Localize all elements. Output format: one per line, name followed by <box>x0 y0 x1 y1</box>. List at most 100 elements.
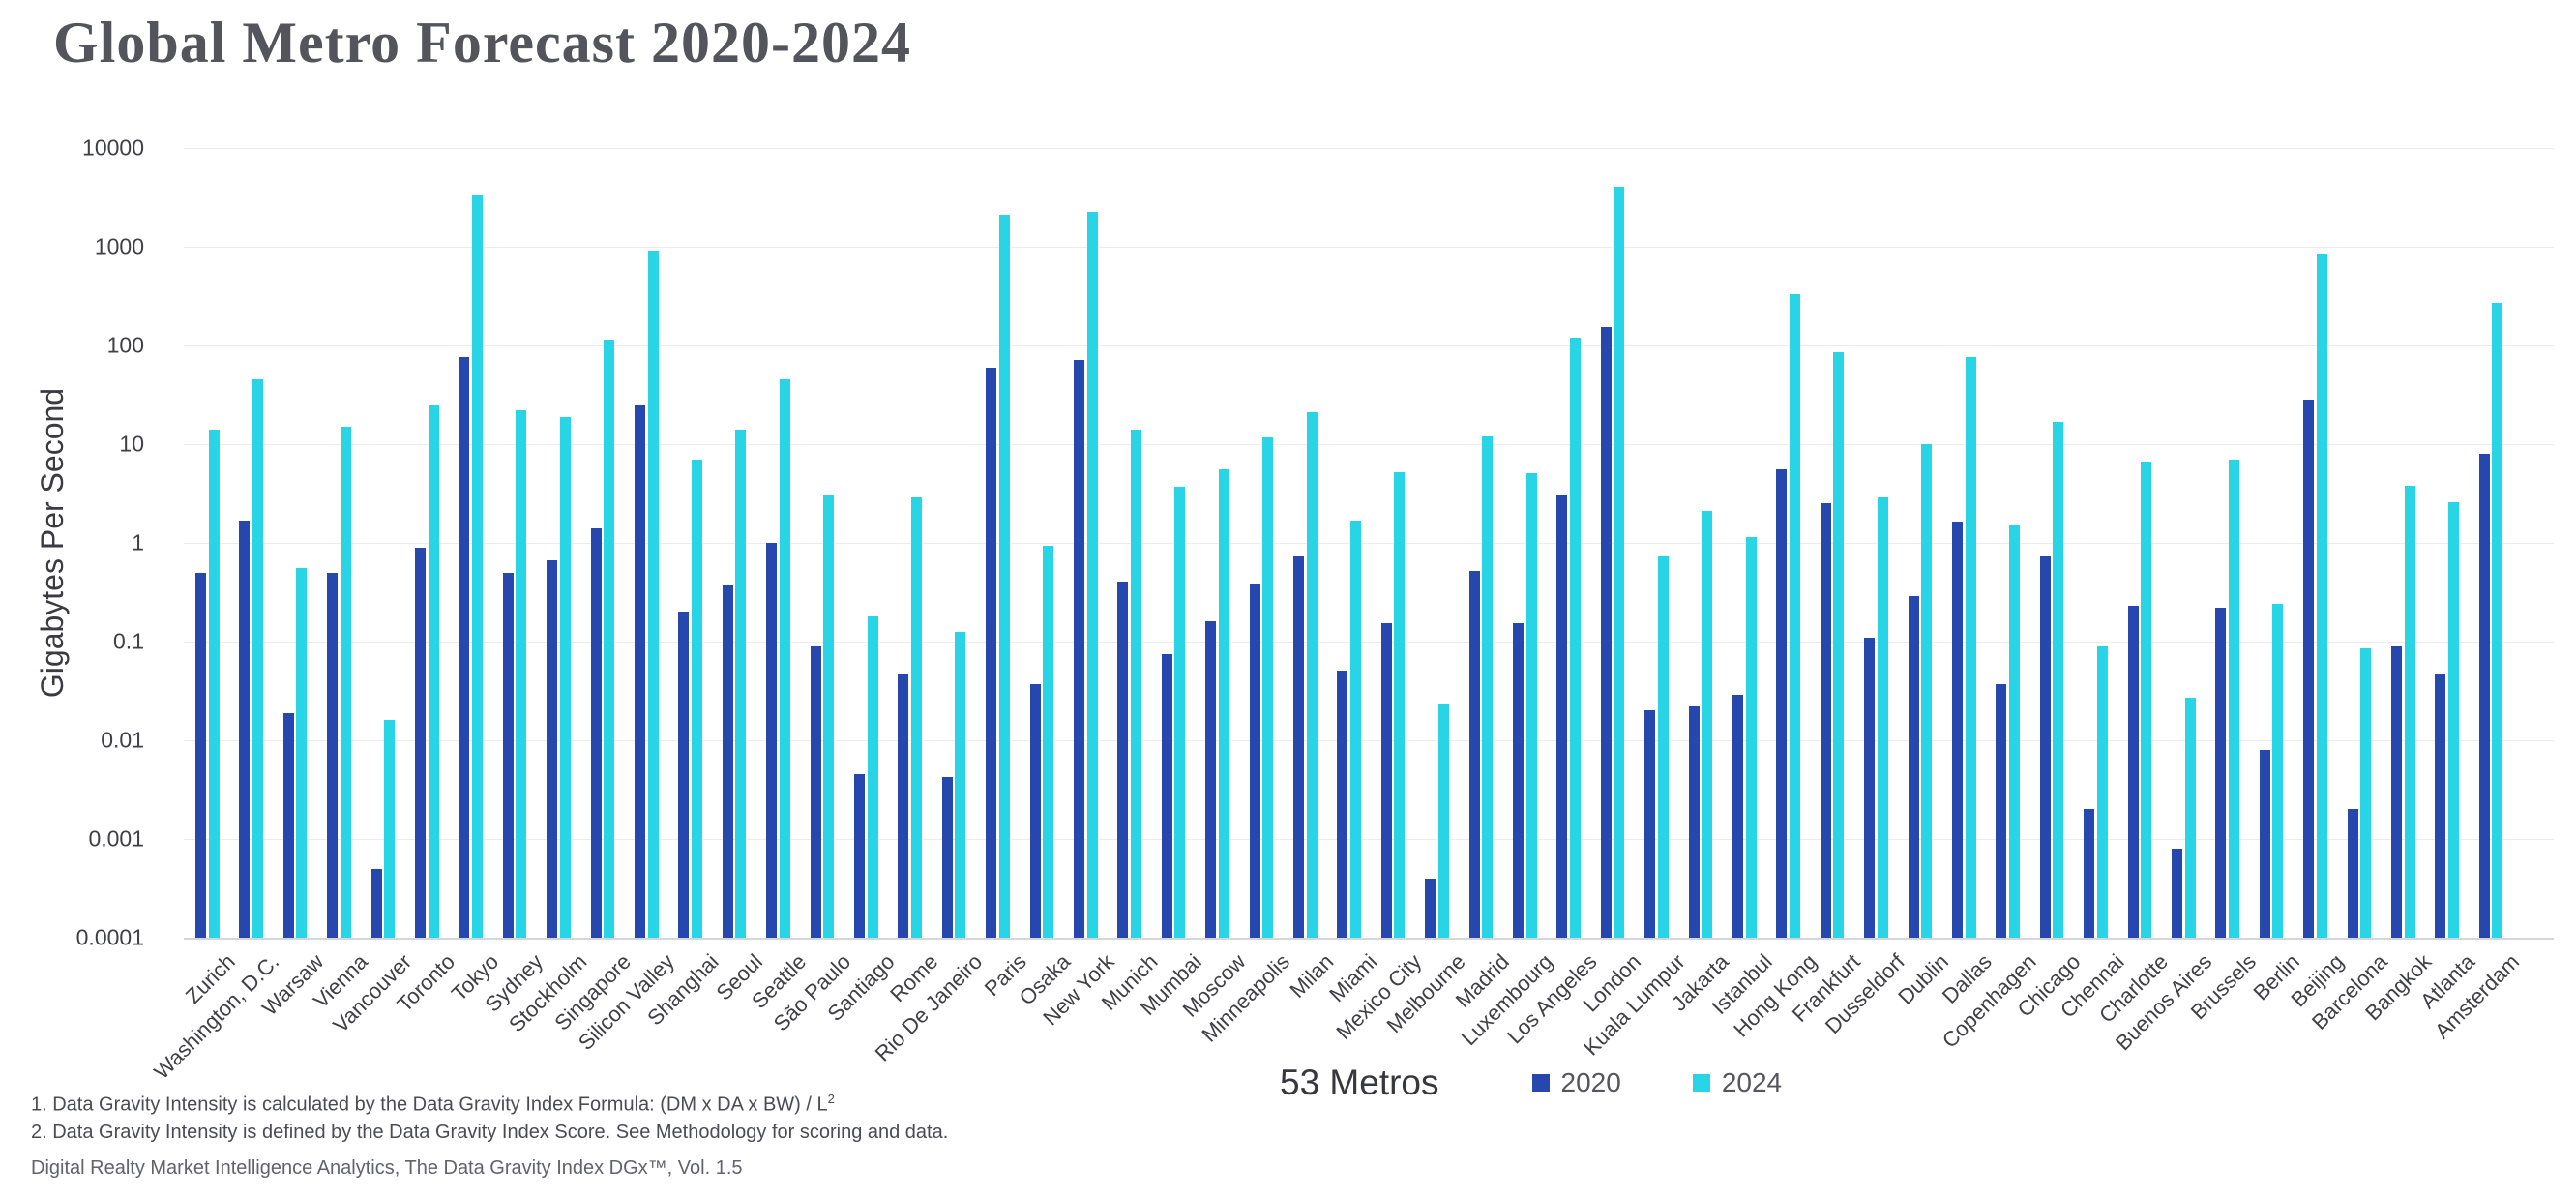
bar-2020-charlotte <box>2127 606 2139 938</box>
bar-2024-vienna <box>340 427 351 938</box>
bar-2024-dallas <box>1965 356 1976 938</box>
bar-2020-kuala-lumpur <box>1644 710 1656 938</box>
bar-2020-hong-kong <box>1776 469 1788 938</box>
bar-2024-chennai <box>2096 645 2108 938</box>
bar-2024-s-o-paulo <box>823 494 835 938</box>
bar-2024-dublin <box>1921 444 1933 938</box>
bar-2024-toronto <box>428 405 439 938</box>
plot-area: 10000 1000 100 10 1 0.1 0.01 0.001 0.0001 Zurich W… <box>76 135 2554 1084</box>
footnote-2: 2. Data Gravity Intensity is defined by … <box>31 1121 949 1143</box>
page-title: Global Metro Forecast 2020-2024 <box>53 11 911 75</box>
gridline-1000 <box>184 247 2554 248</box>
y-tick-0.001: 0.001 <box>88 825 144 852</box>
bar-2020-silicon-valley <box>635 405 645 938</box>
bar-2024-bangkok <box>2404 485 2415 938</box>
bar-2024-chicago <box>2053 421 2064 938</box>
gridline-100 <box>184 345 2554 346</box>
source-attribution: Digital Realty Market Intelligence Analy… <box>31 1157 743 1179</box>
bar-2024-jakarta <box>1702 511 1713 938</box>
bar-2024-shanghai <box>691 459 702 938</box>
bar-2024-berlin <box>2272 604 2284 938</box>
bar-2020-frankfurt <box>1820 503 1831 938</box>
bar-2024-munich <box>1130 430 1141 938</box>
bar-2020-atlanta <box>2435 674 2446 938</box>
bar-2020-madrid <box>1468 570 1480 938</box>
bar-2020-buenos-aires <box>2172 848 2182 938</box>
legend: 53 Metros 2020 2024 <box>1280 1063 1853 1103</box>
y-axis-label: Gigabytes Per Second <box>35 387 70 699</box>
bar-2020-s-o-paulo <box>810 645 821 938</box>
bar-2020-osaka <box>1029 684 1041 938</box>
footnotes: 1. Data Gravity Intensity is calculated … <box>31 1086 948 1146</box>
bar-2024-zurich <box>208 430 220 938</box>
bar-2020-moscow <box>1205 621 1217 938</box>
bar-2020-barcelona <box>2347 809 2358 938</box>
bar-2024-osaka <box>1043 546 1054 938</box>
bar-2020-dublin <box>1908 595 1919 938</box>
bar-2024-melbourne <box>1437 704 1449 938</box>
bar-2020-new-york <box>1074 359 1084 938</box>
bar-2024-silicon-valley <box>647 250 659 938</box>
bar-2024-new-york <box>1086 212 1098 938</box>
bar-2024-mumbai <box>1174 487 1186 938</box>
y-tick-1000: 1000 <box>94 233 144 259</box>
y-tick-10: 10 <box>119 431 144 457</box>
bar-2024-paris <box>998 215 1010 938</box>
bar-2024-frankfurt <box>1833 351 1845 938</box>
y-tick-1: 1 <box>132 529 144 555</box>
legend-item-2024: 2024 <box>1692 1067 1783 1098</box>
gridline-10 <box>184 444 2554 445</box>
bar-2020-mumbai <box>1161 653 1172 938</box>
bar-2020-santiago <box>854 774 865 938</box>
bar-2024-luxembourg <box>1525 472 1537 938</box>
bar-2020-toronto <box>415 547 426 938</box>
bar-2024-buenos-aires <box>2184 698 2196 938</box>
bar-2024-sydney <box>516 410 527 938</box>
bar-2024-atlanta <box>2447 501 2459 938</box>
bar-2020-singapore <box>590 528 602 938</box>
legend-label-2020: 2020 <box>1560 1067 1621 1097</box>
bar-2024-singapore <box>604 339 615 938</box>
bar-2020-copenhagen <box>1996 684 2007 938</box>
bar-2020-los-angeles <box>1556 494 1568 938</box>
bar-2020-berlin <box>2259 749 2270 938</box>
bar-2020-minneapolis <box>1249 583 1260 938</box>
bar-2024-seoul <box>735 430 747 938</box>
bar-2024-istanbul <box>1745 537 1757 938</box>
bar-2024-warsaw <box>296 567 308 938</box>
bar-2020-rio-de-janeiro <box>941 777 953 938</box>
bar-2024-vancouver <box>384 720 396 938</box>
bar-2020-seattle <box>766 543 778 938</box>
bar-2020-paris <box>986 367 997 938</box>
bar-2020-vancouver <box>370 868 382 938</box>
bar-2020-munich <box>1117 581 1129 938</box>
bar-2024-seattle <box>779 379 790 938</box>
legend-metros-count: 53 Metros <box>1280 1063 1439 1102</box>
bar-2020-istanbul <box>1732 694 1743 938</box>
footnote-1-superscript: 2 <box>827 1092 835 1106</box>
bar-2020-warsaw <box>282 712 294 938</box>
bar-2020-beijing <box>2303 400 2315 938</box>
y-tick-0.0001: 0.0001 <box>75 924 144 950</box>
gridline-0.001 <box>184 839 2554 840</box>
gridline-1 <box>184 543 2554 544</box>
legend-label-2024: 2024 <box>1721 1067 1783 1097</box>
bar-2020-brussels <box>2215 608 2227 938</box>
bar-2020-stockholm <box>547 559 558 938</box>
bar-2020-sydney <box>502 572 514 938</box>
y-tick-0.01: 0.01 <box>101 727 144 753</box>
bar-2024-barcelona <box>2360 648 2372 938</box>
bar-2024-minneapolis <box>1262 437 1274 938</box>
bar-2024-charlotte <box>2141 461 2152 938</box>
bar-2020-london <box>1600 326 1612 938</box>
bar-2020-dusseldorf <box>1864 637 1876 938</box>
bar-2024-hong-kong <box>1789 294 1800 938</box>
bar-2024-tokyo <box>471 195 483 938</box>
y-tick-0.1: 0.1 <box>113 628 144 654</box>
legend-swatch-2024 <box>1692 1074 1710 1092</box>
bar-2024-los-angeles <box>1569 337 1581 938</box>
bar-2020-bangkok <box>2391 645 2402 938</box>
bar-2024-santiago <box>867 615 878 938</box>
gridline-0.01 <box>184 740 2554 741</box>
